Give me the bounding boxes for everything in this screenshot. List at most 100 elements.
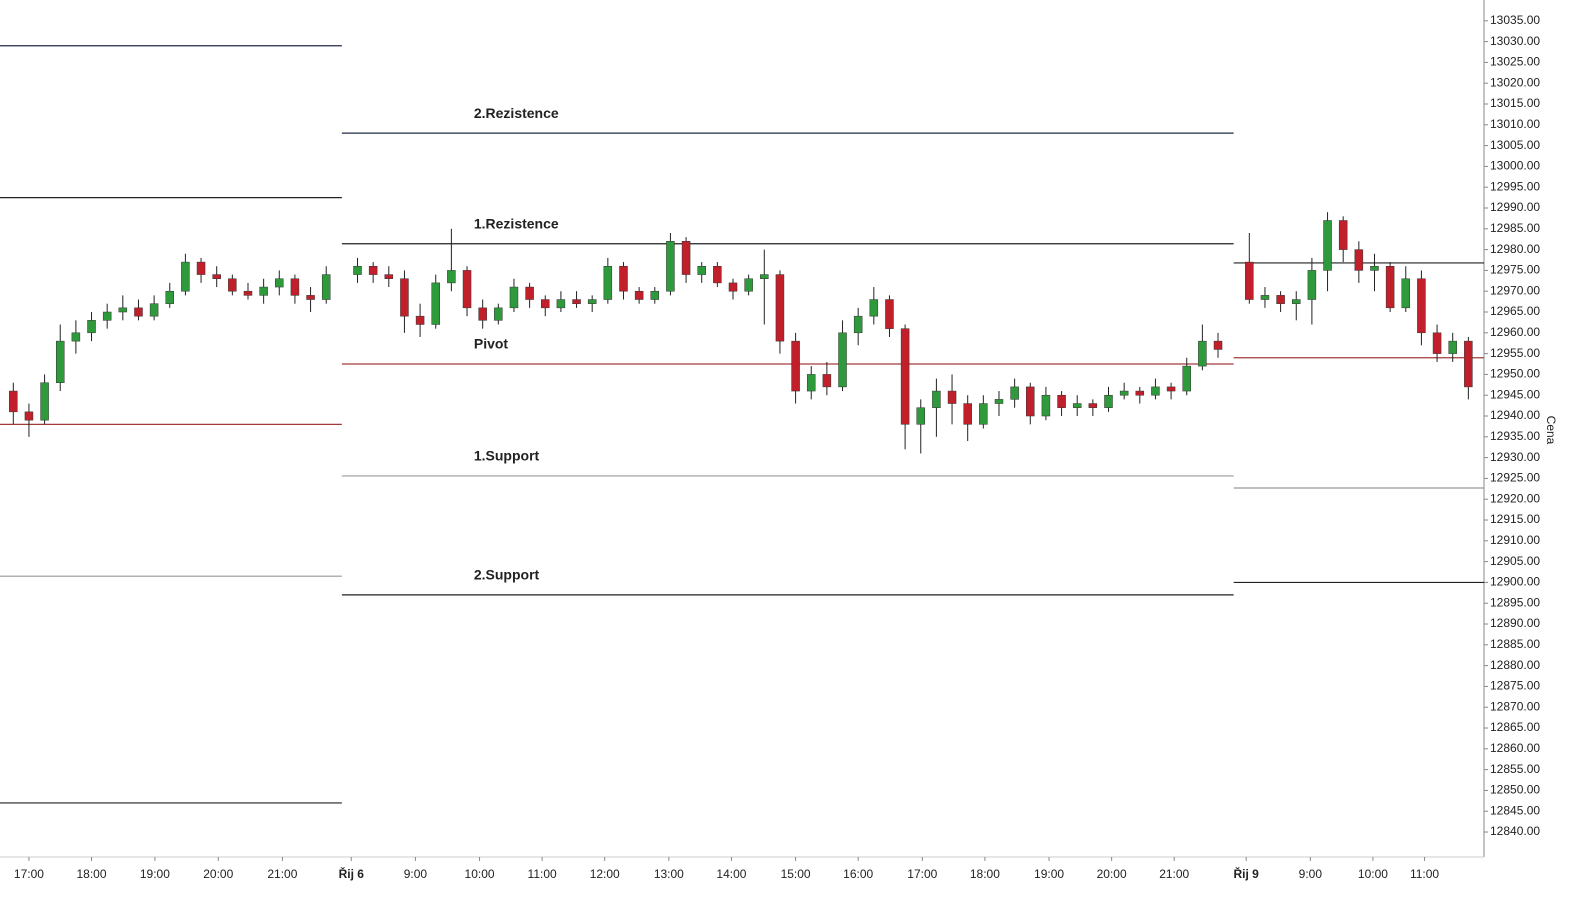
y-tick-label: 12900.00 <box>1490 575 1540 589</box>
candle-body <box>87 320 96 334</box>
y-tick-label: 13010.00 <box>1490 117 1540 131</box>
candle-body <box>1198 340 1207 367</box>
candle-body <box>1464 340 1473 388</box>
candle-body <box>979 403 988 425</box>
candle-body <box>1370 266 1379 271</box>
pivot-level-label: 2.Support <box>474 567 540 583</box>
y-tick-label: 12955.00 <box>1490 346 1540 360</box>
candle-body <box>1292 299 1301 304</box>
candle-body <box>1041 394 1051 417</box>
candle-body <box>760 274 769 279</box>
candle-body <box>885 299 894 329</box>
pivot-level-label: 1.Support <box>474 448 540 464</box>
y-tick-label: 12920.00 <box>1490 491 1540 505</box>
x-tick-label: 16:00 <box>843 867 873 881</box>
candle-body <box>791 340 800 392</box>
candle-body <box>1182 365 1191 392</box>
candle-body <box>165 290 175 304</box>
y-tick-label: 12885.00 <box>1490 637 1540 651</box>
y-tick-label: 13020.00 <box>1490 75 1540 89</box>
candle-body <box>1307 270 1317 300</box>
candle-body <box>1151 386 1160 396</box>
y-tick-label: 12905.00 <box>1490 554 1540 568</box>
candle-body <box>713 266 722 284</box>
y-tick-label: 12845.00 <box>1490 803 1540 817</box>
x-tick-label: 11:00 <box>1410 867 1439 881</box>
candle-body <box>916 407 926 425</box>
candle-body <box>697 266 706 275</box>
candle-body <box>196 261 206 275</box>
candle-body <box>900 328 910 425</box>
candle-body <box>1213 340 1223 350</box>
y-tick-label: 12985.00 <box>1490 221 1540 235</box>
candle-body <box>400 278 409 317</box>
y-tick-label: 12870.00 <box>1490 699 1540 713</box>
candle-body <box>619 266 628 292</box>
candle-body <box>728 282 738 292</box>
candle-body <box>1354 249 1364 271</box>
candle-body <box>415 315 425 325</box>
candle-body <box>869 299 879 317</box>
pivot-level-label: Pivot <box>474 336 509 352</box>
y-tick-label: 12990.00 <box>1490 200 1540 214</box>
candle-body <box>1026 386 1035 417</box>
candle-body <box>259 286 268 296</box>
x-tick-label: 20:00 <box>203 867 233 881</box>
x-tick-label: 18:00 <box>77 867 107 881</box>
candle-body <box>1401 278 1411 309</box>
pivot-level-label: 1.Rezistence <box>474 215 559 231</box>
candle-body <box>1448 340 1457 354</box>
x-tick-label: 21:00 <box>267 867 297 881</box>
y-tick-label: 12850.00 <box>1490 783 1540 797</box>
y-tick-label: 12915.00 <box>1490 512 1540 526</box>
candle-body <box>838 332 847 388</box>
x-tick-label: 19:00 <box>140 867 170 881</box>
candle-body <box>1119 390 1129 396</box>
candle-body <box>494 307 503 321</box>
candle-body <box>1385 266 1395 309</box>
candle-body <box>1276 295 1285 304</box>
candle-body <box>603 266 613 300</box>
y-tick-label: 12895.00 <box>1490 595 1540 609</box>
x-tick-label: 13:00 <box>654 867 684 881</box>
candle-body <box>118 307 128 313</box>
x-tick-label: 10:00 <box>1358 867 1388 881</box>
candle-body <box>1432 332 1442 354</box>
y-tick-label: 12875.00 <box>1490 679 1540 693</box>
x-tick-label: 21:00 <box>1159 867 1189 881</box>
candle-body <box>963 403 972 425</box>
candle-body <box>681 241 691 275</box>
y-tick-label: 12940.00 <box>1490 408 1540 422</box>
x-tick-label: 9:00 <box>1299 867 1323 881</box>
candle-body <box>290 278 300 296</box>
y-tick-label: 12945.00 <box>1490 387 1540 401</box>
candle-body <box>9 390 18 413</box>
candle-body <box>1088 403 1098 408</box>
y-tick-label: 12860.00 <box>1490 741 1540 755</box>
candle-body <box>634 290 644 300</box>
candle-body <box>556 299 566 309</box>
candle-body <box>932 390 941 408</box>
candle-body <box>666 241 675 292</box>
y-tick-label: 12980.00 <box>1490 242 1540 256</box>
candle-body <box>212 274 221 279</box>
y-tick-label: 12910.00 <box>1490 533 1540 547</box>
x-tick-label: 20:00 <box>1097 867 1127 881</box>
candle-body <box>24 411 34 421</box>
candle-body <box>1245 261 1254 300</box>
candle-body <box>541 299 550 309</box>
candle-body <box>1323 220 1332 271</box>
y-tick-label: 12950.00 <box>1490 367 1540 381</box>
candle-body <box>181 261 190 292</box>
x-tick-label: 11:00 <box>528 867 557 881</box>
candle-body <box>368 266 378 275</box>
x-tick-label: 18:00 <box>970 867 1000 881</box>
x-tick-label: 15:00 <box>781 867 811 881</box>
x-tick-label: Řij 9 <box>1234 866 1260 881</box>
candle-body <box>431 282 440 325</box>
candle-body <box>1072 403 1082 408</box>
candle-body <box>243 290 253 296</box>
candle-body <box>55 340 65 383</box>
candle-body <box>572 299 581 304</box>
